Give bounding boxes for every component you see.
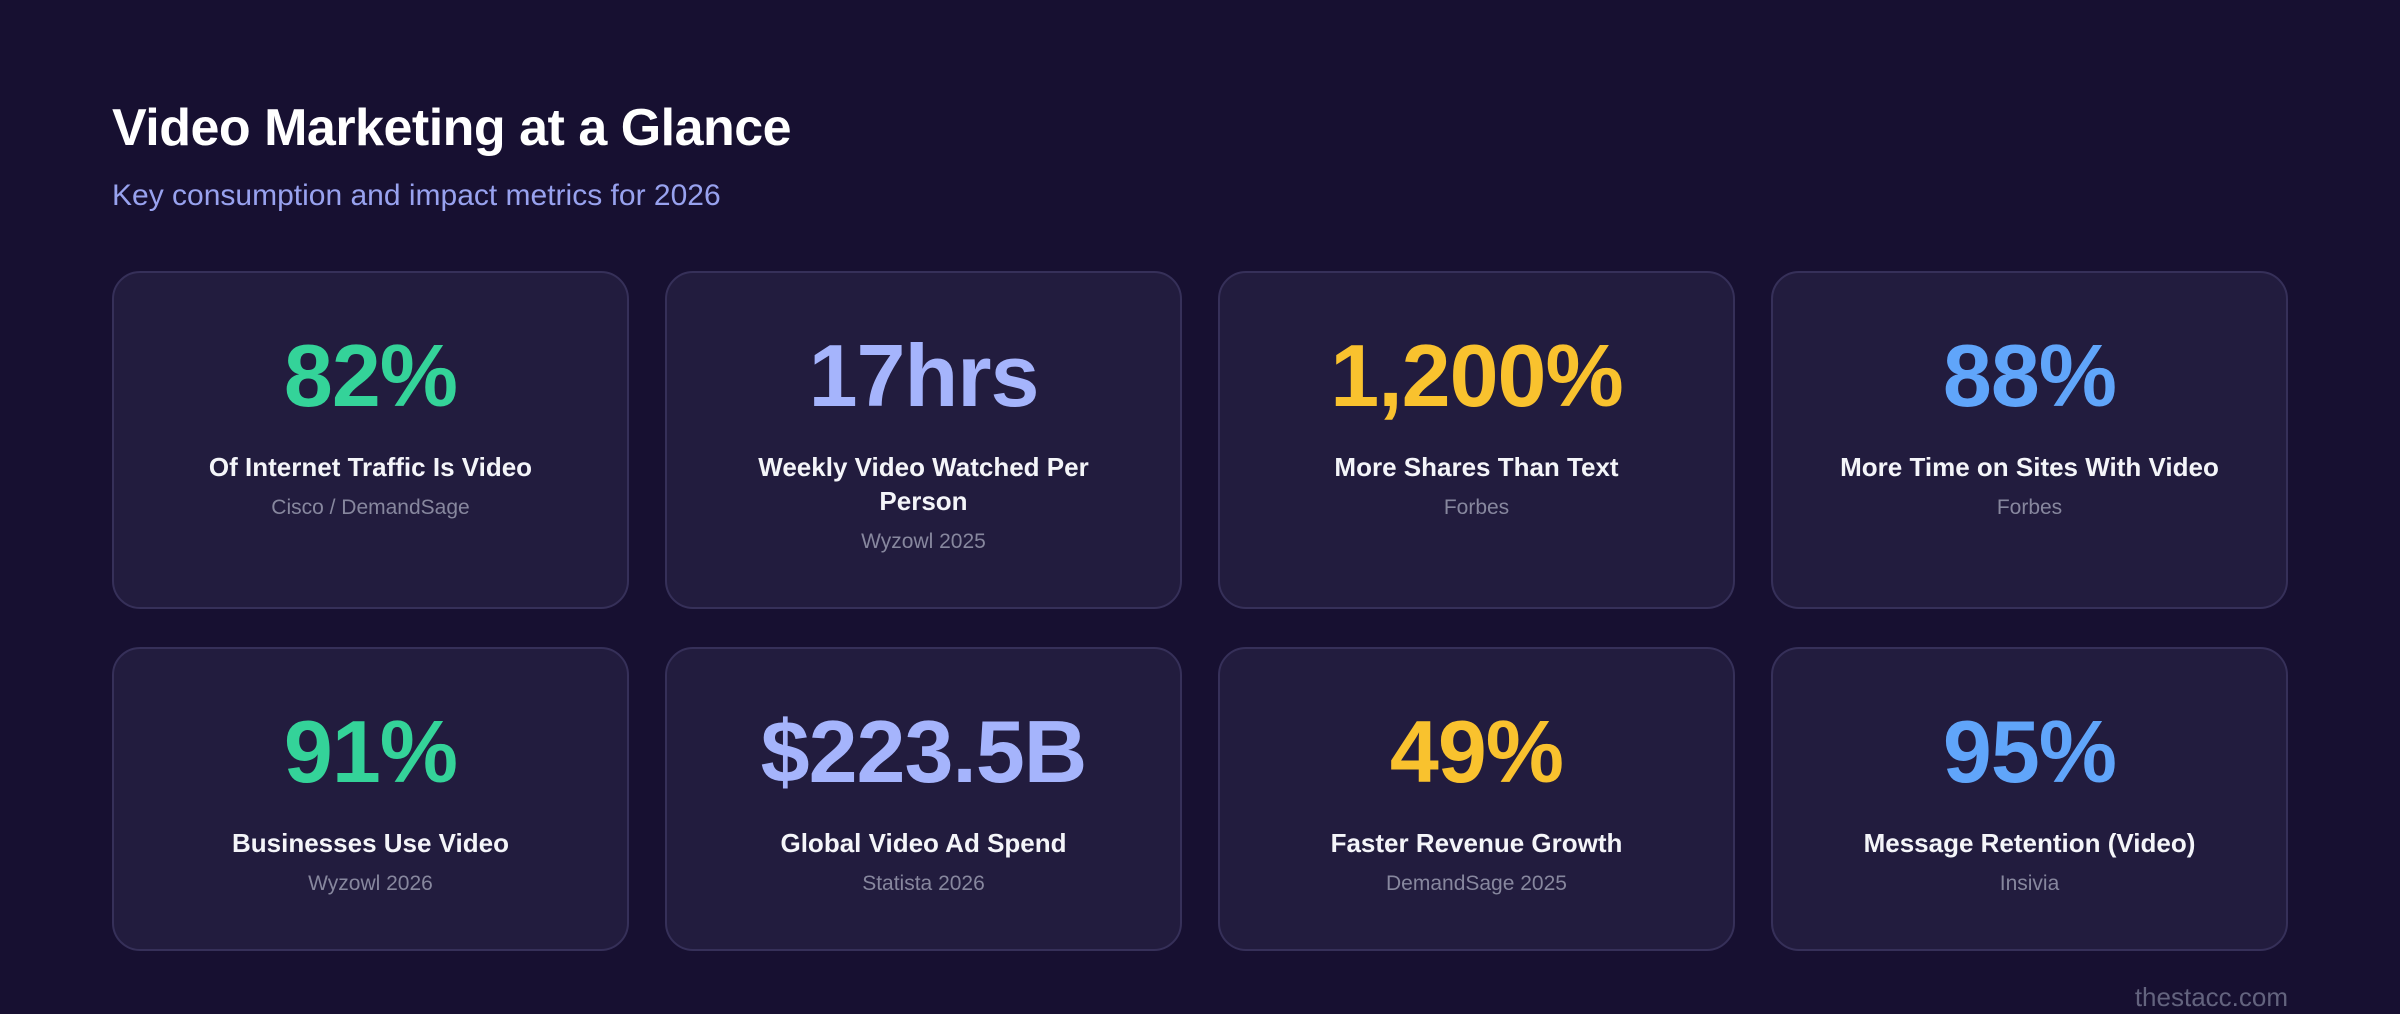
- stat-source: Statista 2026: [862, 872, 985, 895]
- stat-card-businesses-use-video: 91% Businesses Use Video Wyzowl 2026: [112, 647, 629, 951]
- stat-source: Forbes: [1996, 496, 2063, 519]
- watermark-url: thestacc.com: [2134, 982, 2288, 1012]
- stat-source: Wyzowl 2026: [308, 872, 433, 895]
- stat-label: Of Internet Traffic Is Video: [208, 452, 533, 482]
- stat-value: 17hrs: [808, 326, 1040, 425]
- stat-source: DemandSage 2025: [1386, 872, 1567, 895]
- stat-source: Forbes: [1443, 496, 1510, 519]
- stat-value: 91%: [283, 702, 458, 801]
- stat-label: More Shares Than Text: [1334, 452, 1619, 482]
- stat-label: Weekly Video Watched Per Person: [758, 452, 1089, 516]
- page-subtitle: Key consumption and impact metrics for 2…: [112, 179, 721, 212]
- stat-value: 95%: [1942, 702, 2117, 801]
- stat-value: 1,200%: [1330, 326, 1623, 425]
- stat-card-revenue-growth: 49% Faster Revenue Growth DemandSage 202…: [1218, 647, 1735, 951]
- stat-card-weekly-watch-time: 17hrs Weekly Video Watched Per Person Wy…: [665, 271, 1182, 609]
- stat-card-internet-traffic: 82% Of Internet Traffic Is Video Cisco /…: [112, 271, 629, 609]
- stat-value: 49%: [1389, 702, 1564, 801]
- header: Video Marketing at a Glance Key consumpt…: [0, 0, 2400, 214]
- stat-card-ad-spend: $223.5B Global Video Ad Spend Statista 2…: [665, 647, 1182, 951]
- stat-source: Cisco / DemandSage: [271, 496, 470, 519]
- stat-label: Global Video Ad Spend: [780, 828, 1067, 858]
- stat-label: Message Retention (Video): [1863, 828, 2196, 858]
- stat-value: 82%: [283, 326, 458, 425]
- stat-card-shares-vs-text: 1,200% More Shares Than Text Forbes: [1218, 271, 1735, 609]
- stat-source: Insivia: [1999, 872, 2060, 895]
- stat-value: $223.5B: [760, 702, 1088, 801]
- stat-value: 88%: [1942, 326, 2117, 425]
- stat-label: Businesses Use Video: [232, 828, 509, 858]
- stat-label: More Time on Sites With Video: [1840, 452, 2219, 482]
- stat-card-time-on-site: 88% More Time on Sites With Video Forbes: [1771, 271, 2288, 609]
- stat-cards-grid: 82% Of Internet Traffic Is Video Cisco /…: [112, 271, 2288, 951]
- page-title: Video Marketing at a Glance: [112, 99, 792, 157]
- stat-source: Wyzowl 2025: [861, 530, 986, 553]
- stat-card-message-retention: 95% Message Retention (Video) Insivia: [1771, 647, 2288, 951]
- stat-label: Faster Revenue Growth: [1330, 828, 1623, 858]
